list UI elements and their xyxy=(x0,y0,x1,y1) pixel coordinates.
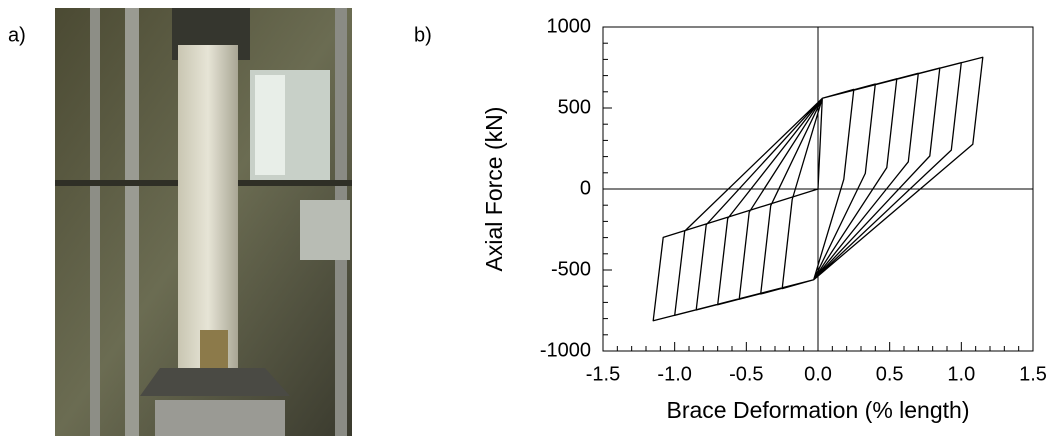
photo xyxy=(55,8,352,436)
y-axis-label: Axial Force (kN) xyxy=(481,107,507,272)
y-tick-label: 0 xyxy=(580,177,591,199)
panel-label: a) xyxy=(8,24,26,46)
x-tick-label: 0.5 xyxy=(876,363,904,385)
x-tick-label: 1.0 xyxy=(947,363,975,385)
hysteresis-line xyxy=(652,56,984,322)
panel-label: b) xyxy=(414,24,432,46)
x-tick-label: 0.0 xyxy=(804,363,832,385)
x-tick-label: 1.5 xyxy=(1019,363,1047,385)
x-tick-label: -0.5 xyxy=(729,363,763,385)
y-tick-label: 1000 xyxy=(547,15,592,37)
y-tick-label: 500 xyxy=(558,96,591,118)
x-tick-label: -1.0 xyxy=(657,363,691,385)
x-tick-label: -1.5 xyxy=(586,363,620,385)
y-tick-label: -1000 xyxy=(540,339,591,361)
x-axis-label: Brace Deformation (% length) xyxy=(667,397,970,423)
y-tick-label: -500 xyxy=(551,258,591,280)
